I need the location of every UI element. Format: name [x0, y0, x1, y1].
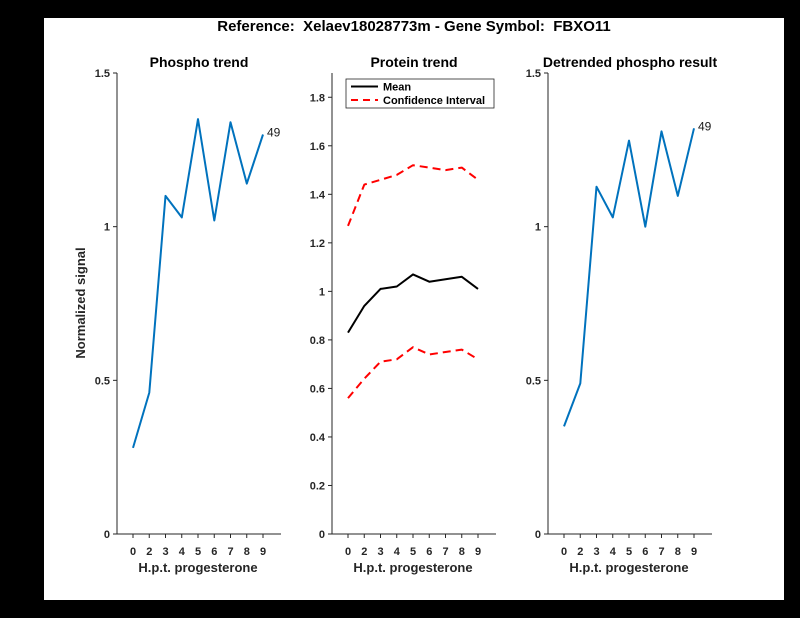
- y-tick-label: 0.5: [95, 375, 110, 387]
- series-line-detrended-phospho-signal: [563, 128, 695, 427]
- y-axis-label: Normalized signal: [73, 247, 88, 358]
- x-tick-label: 2: [146, 546, 152, 558]
- y-tick-label: 1.8: [310, 92, 325, 104]
- x-tick-label: 6: [426, 546, 432, 558]
- series-line-confidence-interval-upper: [347, 164, 479, 227]
- y-tick-label: 0.5: [526, 375, 541, 387]
- x-tick-label: 8: [675, 546, 681, 558]
- series-line-confidence-interval-lower: [347, 346, 479, 399]
- x-tick-label: 8: [244, 546, 250, 558]
- x-tick-label: 5: [410, 546, 416, 558]
- y-tick-label: 1.2: [310, 238, 325, 250]
- y-tick-label: 0.4: [310, 432, 326, 444]
- y-tick-label: 0.6: [310, 383, 325, 395]
- y-tick-label: 1.4: [310, 189, 326, 201]
- figure-canvas: Reference: Xelaev18028773m - Gene Symbol…: [44, 18, 784, 600]
- x-tick-label: 3: [162, 546, 168, 558]
- x-tick-label: 5: [626, 546, 632, 558]
- figure-title: Reference: Xelaev18028773m - Gene Symbol…: [217, 18, 611, 35]
- x-tick-label: 7: [442, 546, 448, 558]
- x-tick-label: 5: [195, 546, 201, 558]
- x-tick-label: 3: [593, 546, 599, 558]
- series-line-phospho-signal: [132, 118, 264, 449]
- y-tick-label: 0: [104, 529, 110, 541]
- y-tick-label: 0: [319, 529, 325, 541]
- y-tick-label: 1.5: [95, 68, 110, 80]
- x-tick-label: 7: [227, 546, 233, 558]
- x-axis-label: H.p.t. progesterone: [569, 560, 688, 575]
- x-tick-label: 9: [260, 546, 266, 558]
- y-tick-label: 0: [535, 529, 541, 541]
- endpoint-annotation: 49: [698, 119, 712, 133]
- x-tick-label: 6: [211, 546, 217, 558]
- x-axis-label: H.p.t. progesterone: [353, 560, 472, 575]
- x-axis-label: H.p.t. progesterone: [138, 560, 257, 575]
- x-tick-label: 0: [561, 546, 567, 558]
- y-tick-label: 0.2: [310, 480, 325, 492]
- subplot-title: Phospho trend: [150, 54, 249, 70]
- y-tick-label: 0.8: [310, 335, 325, 347]
- legend-label: Confidence Interval: [383, 95, 485, 107]
- x-tick-label: 0: [345, 546, 351, 558]
- legend-label: Mean: [383, 82, 411, 94]
- x-tick-label: 4: [610, 546, 617, 558]
- x-tick-label: 3: [377, 546, 383, 558]
- y-tick-label: 1: [535, 222, 541, 234]
- endpoint-annotation: 49: [267, 125, 281, 139]
- x-tick-label: 8: [459, 546, 465, 558]
- y-tick-label: 1.5: [526, 68, 541, 80]
- x-tick-label: 0: [130, 546, 136, 558]
- x-tick-label: 2: [577, 546, 583, 558]
- x-tick-label: 2: [361, 546, 367, 558]
- subplot-title: Detrended phospho result: [543, 54, 718, 70]
- series-line-mean: [347, 273, 479, 334]
- y-tick-label: 1.6: [310, 141, 325, 153]
- subplot-protein-trend: 00.20.40.60.811.21.41.61.80 2 3 4 5 6 7 8 9Prote…: [310, 54, 496, 575]
- x-tick-label: 9: [475, 546, 481, 558]
- legend-box: [345, 78, 495, 109]
- x-tick-label: 6: [642, 546, 648, 558]
- x-tick-label: 7: [658, 546, 664, 558]
- y-tick-label: 1: [319, 286, 325, 298]
- subplot-title: Protein trend: [370, 54, 457, 70]
- x-tick-label: 4: [394, 546, 401, 558]
- x-tick-label: 4: [179, 546, 186, 558]
- x-tick-label: 9: [691, 546, 697, 558]
- y-tick-label: 1: [104, 222, 110, 234]
